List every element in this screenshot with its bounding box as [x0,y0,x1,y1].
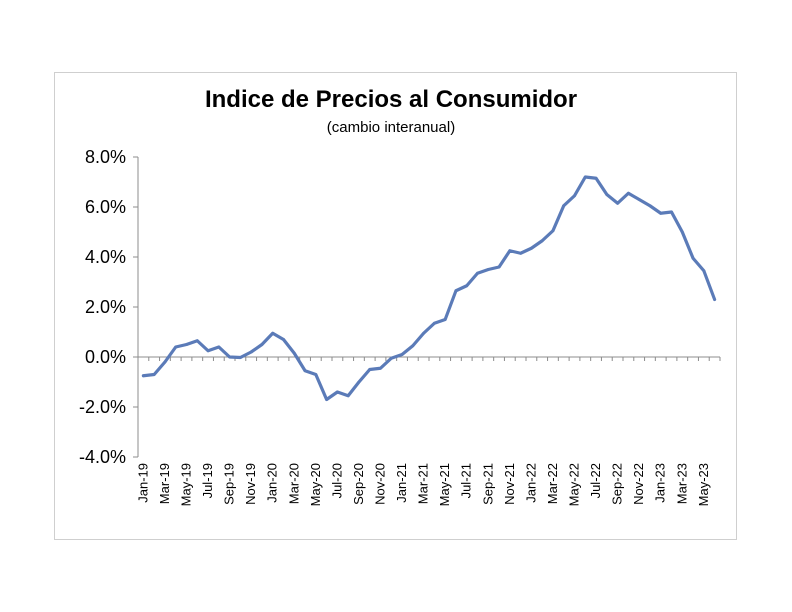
x-tick-label: May-22 [567,463,582,506]
x-tick-label: Mar-20 [286,463,301,504]
data-point [411,344,415,348]
series-group [141,175,717,402]
series-line [141,175,717,402]
x-tick-label: May-21 [437,463,452,506]
y-tick-label: 4.0% [85,247,126,267]
data-point [260,343,264,346]
data-point [605,193,609,196]
x-tick-label: May-19 [179,463,194,506]
data-point [152,373,156,376]
data-point [659,211,663,215]
data-point [551,229,555,233]
data-point [616,201,620,205]
data-point [249,350,253,354]
data-point [325,398,329,401]
data-point [573,194,576,198]
data-point [637,198,641,201]
x-tick-label: Nov-20 [373,463,388,505]
data-point [271,331,275,335]
axes: -4.0% -2.0% 0.0% 2.0% 4.0% 6.0% 8.0% Jan-19 Mar-… [79,147,721,506]
x-tick-label: Jan-23 [653,463,668,503]
data-point [465,284,469,288]
y-tick-label: 2.0% [85,297,126,317]
data-point [540,239,544,243]
data-point [163,360,167,364]
x-tick-label: Jan-19 [135,463,150,503]
x-tick-label: Mar-22 [545,463,560,504]
x-tick-label: Mar-23 [674,463,689,504]
data-point [422,331,426,335]
data-point [217,345,221,349]
data-point [389,356,393,360]
data-point [228,355,232,359]
data-point [529,246,533,250]
data-point [357,380,361,384]
y-tick-label: 8.0% [85,147,126,167]
data-point [594,176,598,180]
data-point [713,298,717,301]
x-tick-label: May-20 [308,463,323,506]
data-point [583,175,587,179]
x-tick-label: Jul-19 [200,463,215,498]
data-point [562,204,566,208]
x-tick-label: Jul-20 [329,463,344,498]
x-tick-label: Jul-22 [588,463,603,498]
data-point [432,321,436,325]
x-tick-label: Jan-21 [394,463,409,503]
data-point [379,366,382,370]
data-point [443,318,447,321]
data-point [476,271,479,275]
x-tick-label: Jan-20 [265,463,280,503]
y-tick-label: -2.0% [79,397,126,417]
x-tick-label: Sep-19 [222,463,237,505]
x-tick-label: May-23 [696,463,711,506]
x-tick-label: Nov-22 [631,463,646,505]
data-point [626,191,630,195]
x-tick-label: Nov-19 [243,463,258,505]
y-tick-label: 0.0% [85,347,126,367]
data-point [702,269,706,273]
data-point [314,373,318,376]
data-point [238,356,242,359]
x-tick-label: Sep-21 [480,463,495,505]
data-point [670,210,673,214]
data-point [346,394,350,398]
chart-subtitle: (cambio interanual) [327,119,455,136]
data-point [282,338,285,341]
data-point [680,230,684,234]
x-tick-label: Nov-21 [502,463,517,505]
data-point [400,353,404,356]
data-point [508,249,512,253]
data-point [206,349,210,353]
x-tick-label: Sep-22 [610,463,625,505]
data-point [292,351,296,355]
data-point [368,368,372,371]
y-tick-label: 6.0% [85,197,126,217]
data-point [141,374,145,378]
data-point [335,390,339,394]
data-point [303,369,307,373]
data-point [497,265,501,269]
x-tick-label: Jul-21 [459,463,474,498]
data-point [486,268,490,271]
data-point [195,339,199,343]
data-point [174,345,178,349]
x-tick-label: Mar-21 [416,463,431,504]
y-tick-label: -4.0% [79,447,126,467]
data-point [648,204,652,208]
x-tick-label: Jan-22 [523,463,538,503]
chart-area [54,72,737,540]
data-point [185,343,188,346]
chart-title: Indice de Precios al Consumidor [205,86,577,113]
data-point [519,251,523,255]
x-tick-label: Mar-19 [157,463,172,504]
x-tick-label: Sep-20 [351,463,366,505]
data-point [454,289,458,293]
data-point [691,256,695,260]
